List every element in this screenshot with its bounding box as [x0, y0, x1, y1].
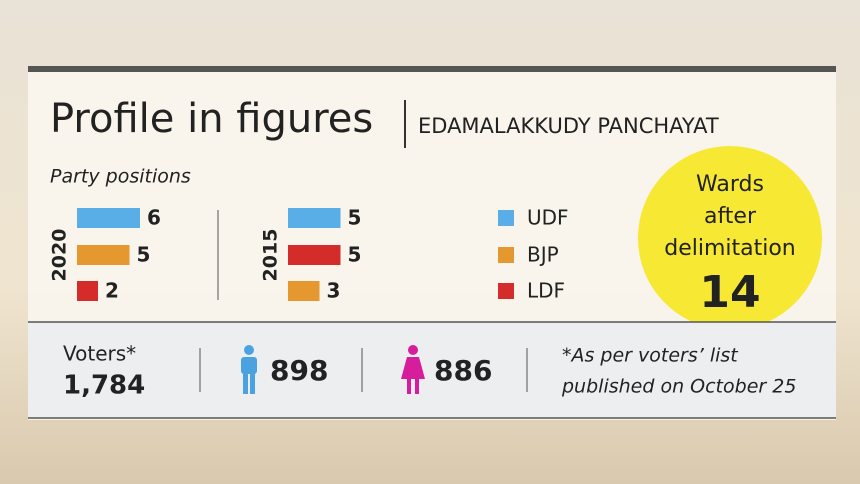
value-label: 3	[327, 279, 341, 303]
note-line: published on October 25	[561, 376, 796, 398]
female-count: 886	[434, 354, 492, 387]
year-label: 2015	[260, 229, 282, 282]
bar	[77, 245, 130, 265]
wards-circle	[638, 146, 822, 330]
voters-band	[28, 322, 836, 418]
female-icon	[401, 345, 425, 394]
bar	[288, 245, 341, 265]
male-count: 898	[270, 354, 328, 387]
legend-label: UDF	[527, 206, 569, 230]
legend-swatch	[498, 247, 514, 263]
voters-total: 1,784	[63, 371, 145, 401]
bar	[288, 281, 320, 301]
value-label: 2	[105, 279, 119, 303]
title: Profile in figures	[50, 96, 373, 142]
section-label: Party positions	[50, 166, 191, 188]
voters-label: Voters*	[63, 342, 136, 366]
wards-label: delimitation	[664, 236, 796, 261]
wards-value: 14	[699, 267, 760, 318]
legend-label: BJP	[527, 243, 559, 267]
male-icon	[241, 345, 257, 394]
legend-swatch	[498, 210, 514, 226]
note-line: *As per voters’ list	[562, 345, 739, 367]
value-label: 5	[348, 206, 362, 230]
top-rule	[28, 66, 836, 72]
value-label: 6	[147, 206, 161, 230]
subtitle: EDAMALAKKUDY PANCHAYAT	[418, 114, 719, 138]
legend-label: LDF	[527, 279, 565, 303]
year-label: 2020	[49, 229, 71, 282]
value-label: 5	[137, 243, 151, 267]
bar	[77, 208, 140, 228]
bar	[77, 281, 98, 301]
wards-label: Wards	[696, 172, 764, 197]
wards-label: after	[704, 204, 757, 229]
bar	[288, 208, 341, 228]
value-label: 5	[348, 243, 362, 267]
legend-swatch	[498, 283, 514, 299]
